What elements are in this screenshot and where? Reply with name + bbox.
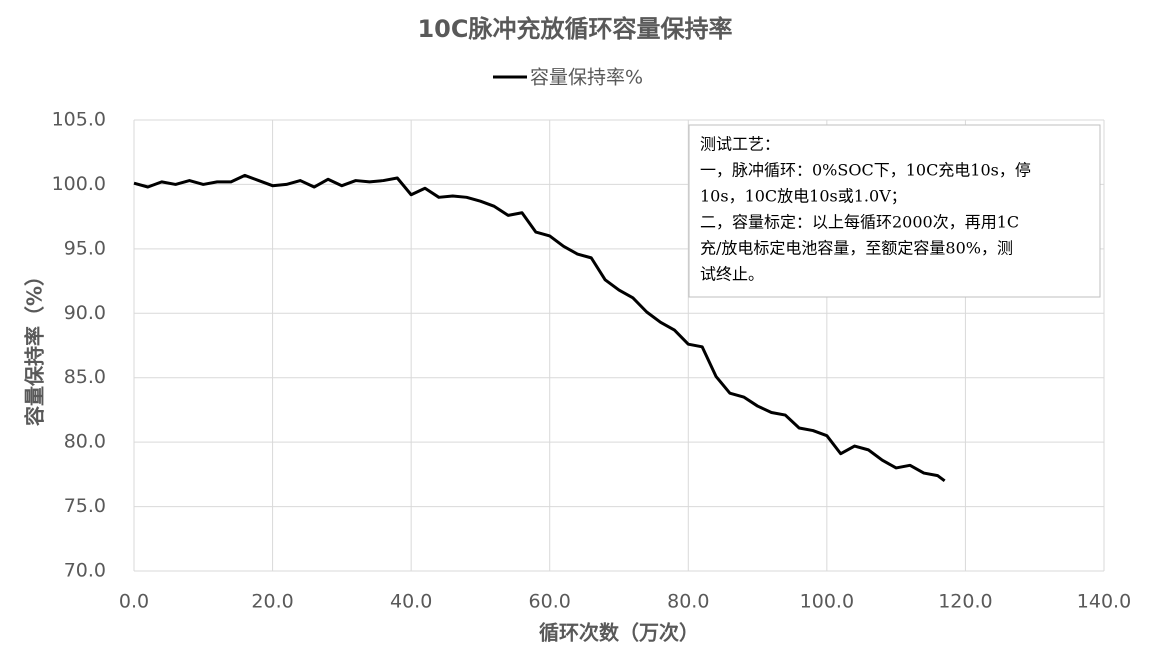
x-tick-label: 40.0 bbox=[390, 591, 432, 613]
y-tick-label: 90.0 bbox=[64, 302, 106, 324]
annotation-line: 充/放电标定电池容量，至额定容量80%，测 bbox=[700, 239, 1013, 258]
y-tick-label: 95.0 bbox=[64, 237, 106, 259]
annotation-line: 测试工艺： bbox=[700, 135, 780, 154]
data-line bbox=[133, 173, 946, 483]
x-tick-label: 100.0 bbox=[800, 591, 854, 613]
annotation-line: 10s，10C放电10s或1.0V； bbox=[700, 187, 907, 206]
y-axis-label: 容量保持率（%） bbox=[23, 266, 47, 426]
y-tick-label: 85.0 bbox=[64, 366, 106, 388]
x-tick-label: 60.0 bbox=[529, 591, 571, 613]
y-tick-label: 70.0 bbox=[64, 560, 106, 582]
legend-label: 容量保持率% bbox=[530, 67, 643, 89]
x-tick-label: 120.0 bbox=[938, 591, 992, 613]
x-tick-label: 80.0 bbox=[667, 591, 709, 613]
annotation-box bbox=[688, 124, 1101, 298]
annotation-line: 二，容量标定：以上每循环2000次，再用1C bbox=[700, 213, 1019, 232]
y-tick-label: 75.0 bbox=[64, 495, 106, 517]
annotation-line: 一，脉冲循环：0%SOC下，10C充电10s，停 bbox=[700, 161, 1031, 180]
y-tick-label: 100.0 bbox=[52, 173, 106, 195]
chart-title: 10C脉冲充放循环容量保持率 bbox=[417, 15, 732, 43]
x-tick-label: 20.0 bbox=[251, 591, 293, 613]
annotation-line: 试终止。 bbox=[700, 265, 764, 284]
x-tick-label: 140.0 bbox=[1077, 591, 1131, 613]
x-axis-label: 循环次数（万次） bbox=[539, 621, 699, 645]
y-tick-label: 80.0 bbox=[64, 431, 106, 453]
y-tick-label: 105.0 bbox=[52, 109, 106, 131]
x-tick-label: 0.0 bbox=[119, 591, 149, 613]
